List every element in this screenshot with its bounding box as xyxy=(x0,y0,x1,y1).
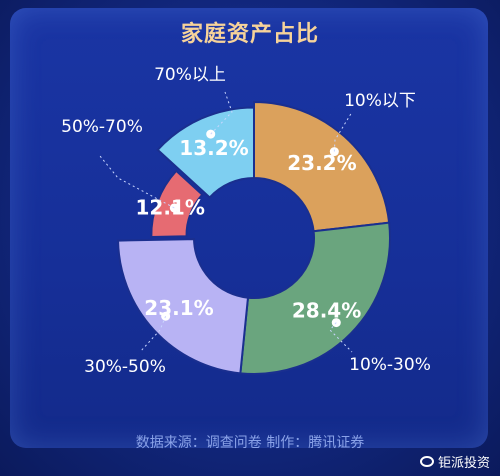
slice-50pct-70pct xyxy=(150,169,204,238)
value-label-10pct以下: 23.2% xyxy=(287,151,356,175)
value-label-30pct-50pct: 23.1% xyxy=(144,296,213,320)
data-source-note: 数据来源：调查问卷 制作：腾讯证券 xyxy=(135,435,365,451)
slice-30pct-50pct xyxy=(117,238,250,375)
category-label-50pct-70pct: 50%-70% xyxy=(61,117,143,137)
connector-10pct-30pct xyxy=(329,322,353,353)
connector-50pct-70pct xyxy=(99,155,175,209)
connector-10pct以下 xyxy=(333,111,353,152)
slice-70pct以上 xyxy=(156,106,255,199)
category-label-30pct-50pct: 30%-50% xyxy=(84,357,166,377)
watermark-text: 钜派投资 xyxy=(437,456,490,471)
category-label-10pct-30pct: 10%-30% xyxy=(349,355,431,375)
watermark: 钜派投资 xyxy=(419,452,490,471)
category-label-70pct以上: 70%以上 xyxy=(154,65,226,85)
slice-10pct以下 xyxy=(253,100,391,233)
connector-70pct以上 xyxy=(210,91,233,135)
value-label-10pct-30pct: 28.4% xyxy=(292,299,361,323)
chart-title: 家庭资产占比 xyxy=(180,22,319,47)
category-label-10pct以下: 10%以下 xyxy=(344,91,416,111)
slice-10pct-30pct xyxy=(239,221,391,375)
value-label-70pct以上: 13.2% xyxy=(179,136,248,160)
weibo-icon xyxy=(419,456,434,467)
